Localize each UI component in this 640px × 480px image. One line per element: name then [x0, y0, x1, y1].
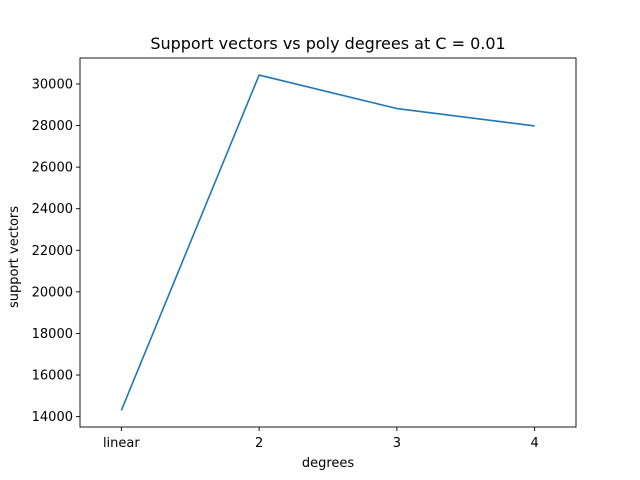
chart-title: Support vectors vs poly degrees at C = 0… — [150, 34, 505, 53]
x-tick-label: 3 — [393, 436, 401, 451]
x-tick-label: 4 — [531, 436, 539, 451]
y-tick-label: 20000 — [32, 285, 73, 300]
x-axis-label: degrees — [302, 456, 355, 471]
x-tick-label: 2 — [255, 436, 263, 451]
axes-frame — [79, 57, 577, 428]
series-line-0 — [120, 74, 535, 411]
plot-area: 14000 16000 18000 20000 22000 24000 26000 28000… — [32, 57, 577, 451]
y-tick-label: 24000 — [32, 202, 73, 217]
y-tick-label: 26000 — [32, 161, 73, 176]
y-tick-label: 18000 — [32, 327, 73, 342]
y-tick-label: 30000 — [32, 77, 73, 92]
y-tick-label: 22000 — [32, 244, 73, 259]
y-tick-label: 16000 — [32, 369, 73, 384]
y-tick-label: 14000 — [32, 410, 73, 425]
y-axis-label: support vectors — [7, 206, 22, 308]
y-tick-label: 28000 — [32, 119, 73, 134]
x-tick-label: linear — [103, 436, 140, 451]
